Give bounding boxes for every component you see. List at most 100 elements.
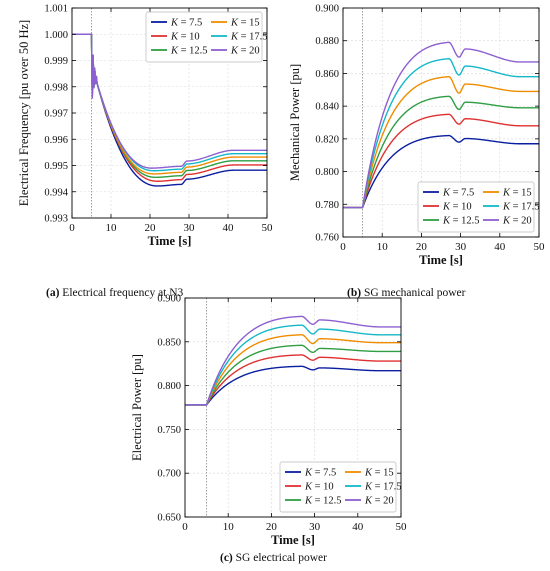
series-line xyxy=(342,113,540,209)
series-line xyxy=(342,58,540,209)
x-tick-label: 40 xyxy=(352,521,364,533)
legend-entry-label: K = 12.5 xyxy=(304,496,342,507)
x-tick-label: 10 xyxy=(106,222,118,234)
caption-b: (b) SG mechanical power xyxy=(347,287,465,299)
x-tick-label: 50 xyxy=(534,241,546,253)
legend-box xyxy=(279,461,397,513)
chart-c: 0 10 20 30 40 50 0.650 0.700 0.750 0.800 0.850 0.90… xyxy=(130,294,407,548)
x-tick-label: 30 xyxy=(184,222,196,234)
y-tick-label: 1.000 xyxy=(44,30,68,41)
y-tick-label: 0.994 xyxy=(44,187,68,198)
x-tick-label: 50 xyxy=(262,222,274,234)
y-tick-label: 0.993 xyxy=(44,214,68,225)
x-axis-label: Time [s] xyxy=(148,234,192,248)
legend-entry-label: K = 10 xyxy=(442,202,472,213)
x-tick-label: 40 xyxy=(223,222,235,234)
plot-frame xyxy=(184,297,402,518)
caption-a-letter: (a) xyxy=(46,287,60,299)
caption-b-letter: (b) xyxy=(347,287,362,299)
caption-c-text: SG electrical power xyxy=(232,552,327,564)
y-tick-label: 0.750 xyxy=(157,425,181,436)
legend-entry-label: K = 7.5 xyxy=(170,18,202,29)
legend: K = 7.5 K = 10 K = 12.5 K = 15 K = 17.5 K = 2… xyxy=(279,461,402,513)
x-tick-label: 40 xyxy=(494,241,506,253)
legend-entry-label: K = 15 xyxy=(502,188,532,199)
chart-a: 0 10 20 30 40 50 0.993 0.994 0.995 0.996 0.997 0.99… xyxy=(17,4,273,249)
legend: K = 7.5 K = 10 K = 12.5 K = 15 K = 17.5 K = 2… xyxy=(417,181,540,233)
y-tick-label: 0.880 xyxy=(315,36,339,47)
series-line xyxy=(342,75,540,209)
legend-box xyxy=(417,181,535,233)
series-line xyxy=(184,344,402,406)
legend-entry-label: K = 10 xyxy=(170,32,200,43)
series-group xyxy=(342,41,540,209)
x-tick-label: 50 xyxy=(396,521,408,533)
legend-entry-label: K = 17.5 xyxy=(230,32,268,43)
x-axis-label: Time [s] xyxy=(271,533,315,547)
legend-entry-label: K = 20 xyxy=(230,46,260,57)
y-tick-label: 0.780 xyxy=(315,200,339,211)
y-tick-label: 0.700 xyxy=(157,469,181,480)
legend-entry-label: K = 15 xyxy=(364,468,394,479)
legend: K = 7.5 K = 10 K = 12.5 K = 15 K = 17.5 K = 2… xyxy=(145,11,268,63)
plot-frame xyxy=(342,7,540,238)
x-tick-label: 20 xyxy=(145,222,157,234)
legend-entry-label: K = 20 xyxy=(364,496,394,507)
legend-entry-label: K = 12.5 xyxy=(170,46,208,57)
y-axis-label: Electrical Power [pu] xyxy=(130,354,144,461)
chart-b: 0 10 20 30 40 50 0.760 0.780 0.800 0.820 0.840 0.86… xyxy=(288,4,545,268)
y-tick-label: 1.001 xyxy=(44,4,68,15)
y-tick-label: 0.900 xyxy=(157,294,181,305)
y-tick-label: 0.998 xyxy=(44,82,68,93)
caption-c: (c) SG electrical power xyxy=(220,552,327,564)
legend-entry-label: K = 20 xyxy=(502,216,532,227)
series-group xyxy=(184,315,402,406)
caption-a: (a) Electrical frequency at N3 xyxy=(46,287,183,299)
y-tick-label: 0.650 xyxy=(157,513,181,524)
series-line xyxy=(184,354,402,406)
y-tick-label: 0.860 xyxy=(315,69,339,80)
series-line xyxy=(184,334,402,406)
x-tick-label: 30 xyxy=(309,521,321,533)
y-tick-label: 0.996 xyxy=(44,135,68,146)
x-tick-label: 0 xyxy=(69,222,75,234)
y-tick-label: 0.999 xyxy=(44,56,68,67)
x-tick-label: 0 xyxy=(340,241,346,253)
series-line xyxy=(342,134,540,209)
series-group xyxy=(71,33,268,187)
x-tick-label: 10 xyxy=(377,241,389,253)
legend-entry-label: K = 7.5 xyxy=(304,468,336,479)
y-tick-label: 0.900 xyxy=(315,4,339,15)
y-axis-label: Electrical Frequency [pu over 50 Hz] xyxy=(17,20,31,206)
y-tick-label: 0.820 xyxy=(315,134,339,145)
legend-box xyxy=(145,11,263,63)
caption-a-text: Electrical frequency at N3 xyxy=(59,287,184,299)
series-line xyxy=(184,324,402,406)
series-line xyxy=(71,33,268,169)
x-tick-label: 20 xyxy=(416,241,428,253)
legend-entry-label: K = 15 xyxy=(230,18,260,29)
x-tick-label: 10 xyxy=(223,521,235,533)
y-tick-label: 0.995 xyxy=(44,161,68,172)
legend-entry-label: K = 7.5 xyxy=(442,188,474,199)
series-line xyxy=(184,365,402,406)
y-tick-label: 0.850 xyxy=(157,337,181,348)
caption-c-letter: (c) xyxy=(220,552,233,564)
x-tick-label: 30 xyxy=(455,241,467,253)
x-tick-label: 20 xyxy=(266,521,278,533)
caption-b-text: SG mechanical power xyxy=(361,287,466,299)
series-line xyxy=(184,315,402,406)
legend-entry-label: K = 17.5 xyxy=(502,202,540,213)
y-tick-label: 0.800 xyxy=(157,381,181,392)
series-line xyxy=(342,95,540,209)
y-tick-label: 0.760 xyxy=(315,233,339,244)
legend-entry-label: K = 10 xyxy=(304,482,334,493)
x-axis-label: Time [s] xyxy=(419,253,463,267)
y-axis-label: Mechanical Power [pu] xyxy=(288,64,302,181)
y-tick-label: 0.800 xyxy=(315,167,339,178)
x-tick-label: 0 xyxy=(182,521,188,533)
series-line xyxy=(342,41,540,209)
legend-entry-label: K = 12.5 xyxy=(442,216,480,227)
legend-entry-label: K = 17.5 xyxy=(364,482,402,493)
